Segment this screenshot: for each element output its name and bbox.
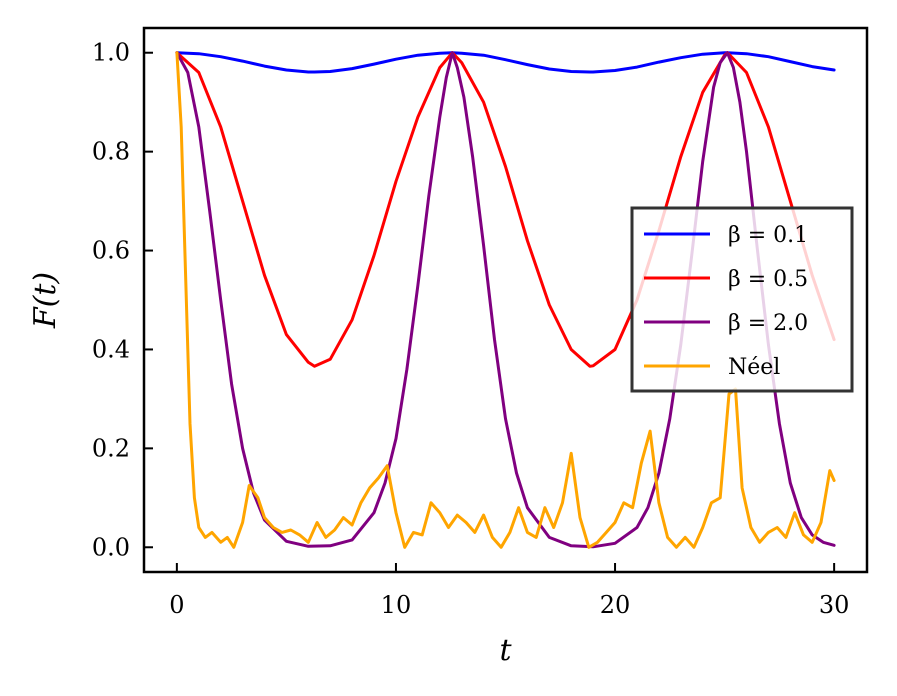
legend-label-1: β = 0.1 bbox=[728, 223, 808, 248]
legend-box bbox=[630, 206, 854, 393]
y-tick-label: 0.2 bbox=[92, 434, 130, 462]
legend: β = 0.1 β = 0.5 β = 2.0 Néel bbox=[630, 206, 854, 393]
y-tick-label: 0.0 bbox=[92, 533, 130, 561]
x-tick-label: 20 bbox=[600, 591, 631, 619]
x-tick-label: 0 bbox=[169, 591, 184, 619]
legend-label-4: Néel bbox=[728, 355, 780, 380]
series-line-4 bbox=[175, 51, 836, 549]
plot-frame bbox=[142, 26, 869, 574]
x-tick-label: 10 bbox=[381, 591, 412, 619]
x-tick-label: 30 bbox=[819, 591, 850, 619]
y-tick-label: 1.0 bbox=[92, 39, 130, 67]
series-line-3 bbox=[175, 51, 836, 549]
legend-label-2: β = 0.5 bbox=[728, 267, 808, 292]
y-tick-label: 0.4 bbox=[92, 335, 130, 363]
y-axis-label: F(t) bbox=[28, 272, 63, 329]
y-tick-label: 0.6 bbox=[92, 237, 130, 265]
legend-label-3: β = 2.0 bbox=[728, 311, 808, 336]
y-tick-label: 0.8 bbox=[92, 138, 130, 166]
x-axis-label: t bbox=[499, 633, 512, 668]
